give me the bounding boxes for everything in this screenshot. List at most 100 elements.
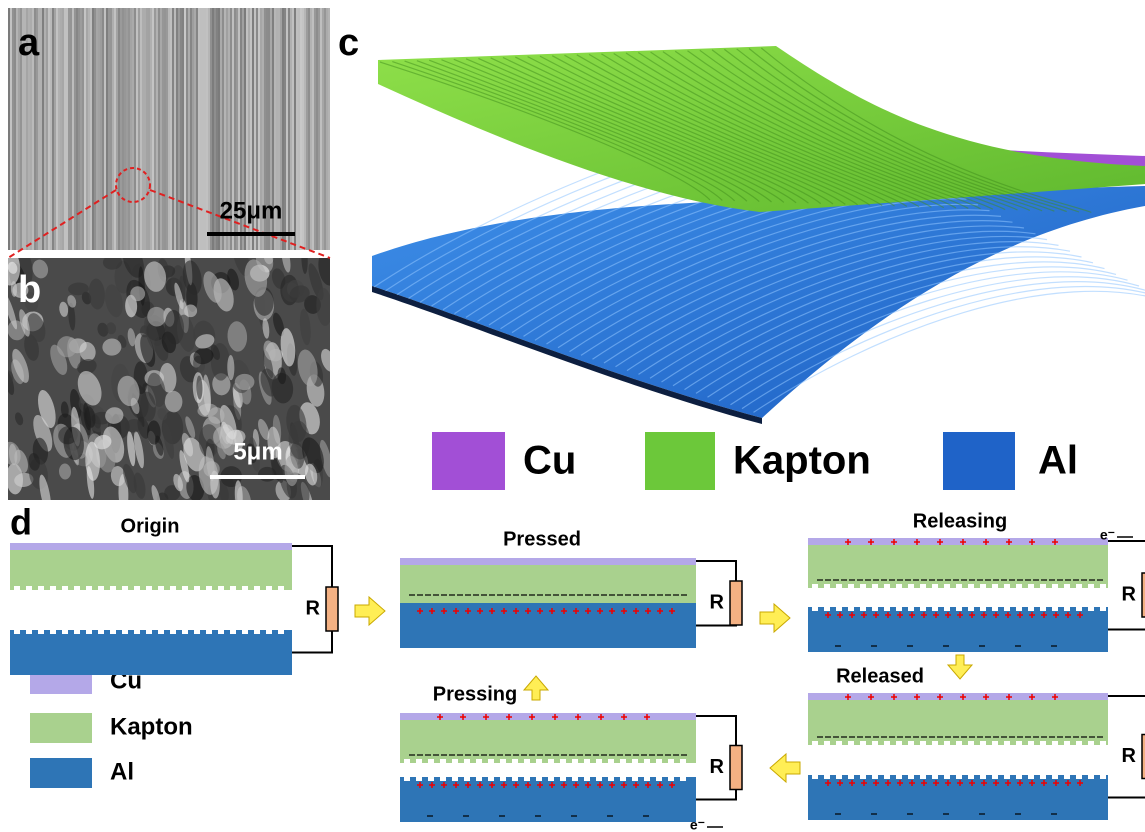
texture [194, 8, 196, 250]
notch [944, 584, 950, 588]
texture [68, 8, 70, 250]
notch [1064, 775, 1070, 779]
notch [1076, 584, 1082, 588]
texture [168, 8, 170, 250]
notch [404, 759, 410, 763]
notch [812, 741, 818, 745]
panel-label: a [18, 22, 40, 64]
notch [74, 586, 80, 590]
notch [26, 586, 32, 590]
notch [464, 759, 470, 763]
texture [206, 8, 208, 250]
notch [944, 775, 950, 779]
working-cycle: d Cu Kapton Al OriginRPressedRReleasingR… [10, 502, 1145, 832]
notch [920, 584, 926, 588]
notch [836, 584, 842, 588]
notch [428, 759, 434, 763]
notch [230, 586, 236, 590]
notch [50, 630, 56, 634]
scale-label: 5μm [233, 438, 282, 465]
notch [824, 741, 830, 745]
texture [204, 8, 206, 250]
notch [218, 586, 224, 590]
notch [908, 775, 914, 779]
texture [118, 8, 120, 250]
notch [872, 607, 878, 611]
notch [1076, 607, 1082, 611]
notch [656, 777, 662, 781]
texture [64, 8, 66, 250]
texture [44, 8, 46, 250]
texture [312, 8, 314, 250]
notch [536, 777, 542, 781]
notch [1004, 775, 1010, 779]
texture [304, 8, 306, 250]
notch [992, 584, 998, 588]
notch [428, 777, 434, 781]
notch [416, 759, 422, 763]
notch [38, 586, 44, 590]
notch [464, 777, 470, 781]
texture [170, 8, 172, 250]
notch [932, 775, 938, 779]
device-3d: c Cu Kapton Al [338, 22, 1145, 490]
notch [266, 630, 272, 634]
texture [214, 8, 216, 250]
notch [836, 741, 842, 745]
texture [294, 8, 296, 250]
resistor-label: R [710, 591, 725, 613]
texture [328, 8, 330, 250]
texture [58, 8, 60, 250]
notch [1064, 584, 1070, 588]
resistor [730, 581, 742, 625]
notch [476, 759, 482, 763]
cu-layer [400, 713, 696, 720]
notch [848, 607, 854, 611]
texture [286, 8, 288, 250]
notch [1052, 741, 1058, 745]
notch [1016, 741, 1022, 745]
notch [488, 777, 494, 781]
notch [860, 584, 866, 588]
resistor-label: R [710, 756, 725, 778]
texture [88, 8, 90, 250]
notch [1076, 741, 1082, 745]
resistor-label: R [1122, 583, 1137, 605]
notch [572, 777, 578, 781]
texture [162, 8, 164, 250]
notch [206, 586, 212, 590]
texture [172, 8, 174, 250]
texture [74, 8, 76, 250]
notch [1052, 584, 1058, 588]
texture [200, 8, 202, 250]
texture [132, 8, 134, 250]
texture [70, 8, 72, 250]
texture [110, 8, 112, 250]
texture [324, 8, 326, 250]
texture [100, 8, 102, 250]
notch [254, 586, 260, 590]
texture [102, 8, 104, 250]
notch [452, 777, 458, 781]
notch [848, 775, 854, 779]
texture [186, 8, 188, 250]
stage-label: Pressed [503, 528, 581, 550]
notch [1040, 775, 1046, 779]
legend-swatch [30, 713, 92, 743]
texture [300, 8, 302, 250]
resistor-label: R [306, 597, 321, 619]
notch [62, 630, 68, 634]
notch [110, 586, 116, 590]
notch [932, 607, 938, 611]
notch [1064, 741, 1070, 745]
legend-label: Kapton [733, 439, 871, 483]
texture [188, 8, 190, 250]
notch [632, 777, 638, 781]
notch [932, 741, 938, 745]
notch [1040, 741, 1046, 745]
texture [318, 8, 320, 250]
notch [1088, 607, 1094, 611]
texture [106, 8, 108, 250]
notch [1052, 775, 1058, 779]
texture [178, 8, 180, 250]
